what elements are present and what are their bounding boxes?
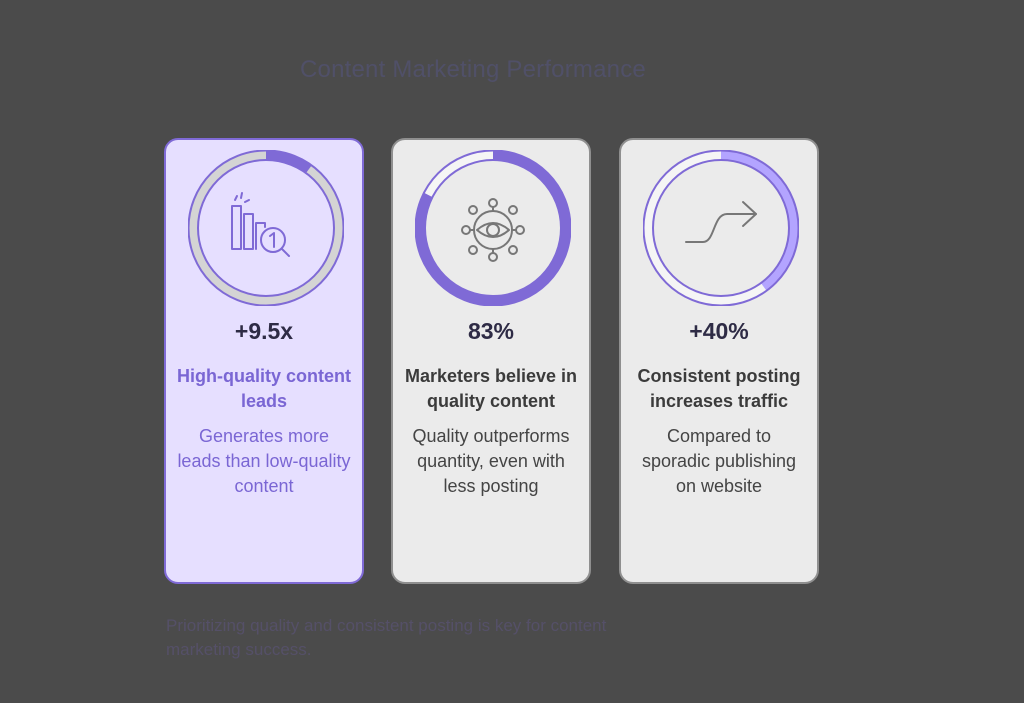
stat-heading: High-quality content leads Generates mor… <box>176 364 352 499</box>
stat-heading-text: Consistent posting increases traffic <box>637 366 801 411</box>
progress-ring <box>643 150 799 306</box>
progress-ring <box>415 150 571 306</box>
curved-arrow-right-icon <box>685 201 757 243</box>
page-title: Content Marketing Performance <box>300 56 646 83</box>
stat-heading: Consistent posting increases traffic Com… <box>631 364 807 499</box>
stat-heading: Marketers believe in quality content Qua… <box>403 364 579 499</box>
stat-value: +9.5x <box>234 318 294 344</box>
stat-value: +40% <box>689 318 749 344</box>
stat-description: Quality outperforms quantity, even with … <box>412 426 570 496</box>
footer-summary: Prioritizing quality and consistent post… <box>166 616 607 659</box>
bar-chart-magnifier-icon <box>231 192 290 257</box>
network-eye-icon <box>461 198 525 262</box>
progress-ring <box>188 150 344 306</box>
stat-heading-text: Marketers believe in quality content <box>404 366 578 411</box>
stat-description: Compared to sporadic publishing on websi… <box>641 426 797 496</box>
stat-value: 83% <box>467 318 515 344</box>
stat-card-consistent-posting: +40% Consistent posting increases traffi… <box>619 138 819 584</box>
stat-heading-text: High-quality content leads <box>177 366 351 411</box>
stat-description: Generates more leads than low-quality co… <box>177 426 351 496</box>
stat-card-high-quality-leads: +9.5x High-quality content leads Generat… <box>164 138 364 584</box>
stat-card-marketers-believe: 83% Marketers believe in quality content… <box>391 138 591 584</box>
